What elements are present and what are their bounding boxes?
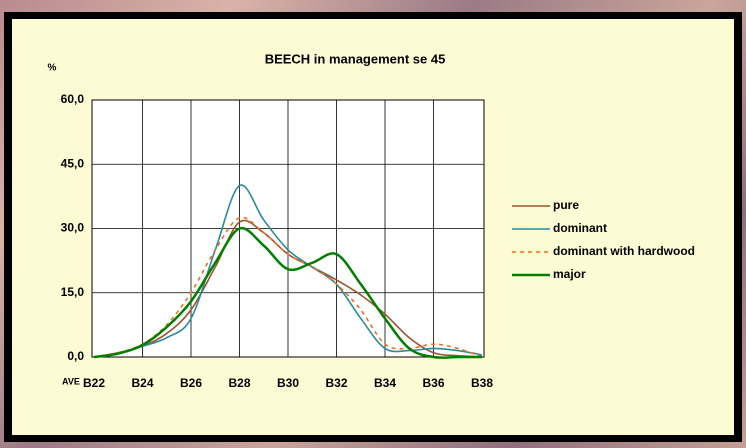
x-tick-label: B38: [471, 376, 493, 390]
y-axis-label: %: [48, 63, 57, 74]
x-tick-label: B36: [422, 376, 444, 390]
x-tick-label: B32: [325, 376, 347, 390]
legend-label: major: [553, 267, 586, 281]
x-axis-label: AVE: [62, 376, 80, 386]
legend-label: pure: [553, 198, 579, 212]
y-tick-label: 60,0: [61, 92, 85, 106]
x-tick-label: B24: [131, 376, 153, 390]
page: {"chart_data":{"type":"line","title":"BE…: [0, 0, 746, 448]
y-tick-label: 45,0: [61, 156, 85, 170]
y-tick-label: 0,0: [67, 349, 84, 363]
x-tick-label: B34: [374, 376, 396, 390]
y-tick-label: 30,0: [61, 221, 85, 235]
y-tick-label: 15,0: [61, 285, 85, 299]
x-tick-label: B28: [228, 376, 250, 390]
x-tick-label: B22: [83, 376, 105, 390]
legend-label: dominant with hardwood: [553, 244, 695, 258]
chart-title: BEECH in management se 45: [265, 51, 446, 66]
legend-label: dominant: [553, 221, 607, 235]
chart: BEECH in management se 45 % AVE 0,0 15,0 3…: [0, 0, 746, 448]
x-tick-label: B30: [277, 376, 299, 390]
x-tick-label: B26: [180, 376, 202, 390]
